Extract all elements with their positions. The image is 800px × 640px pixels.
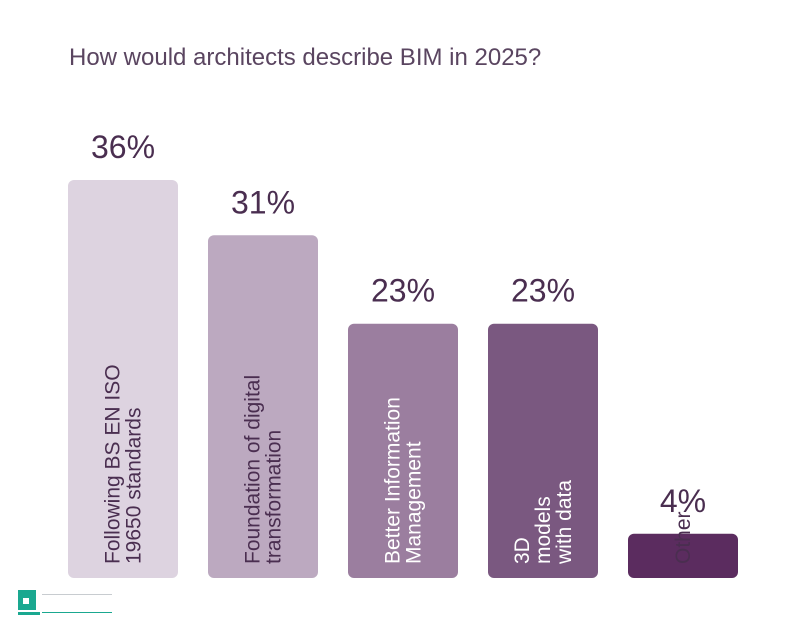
category-label: Better Information <box>382 397 405 564</box>
bar <box>348 323 458 578</box>
category-label: with data <box>553 480 576 565</box>
value-label: 23% <box>511 273 575 309</box>
value-label: 4% <box>660 483 706 519</box>
bar <box>628 533 738 578</box>
value-label: 31% <box>231 184 295 220</box>
category-label: Following BS EN ISO <box>102 364 125 564</box>
chart-title: How would architects describe BIM in 202… <box>69 44 542 71</box>
bar <box>208 235 318 578</box>
category-label: 3D <box>511 537 534 564</box>
value-label: 36% <box>91 129 155 165</box>
category-label: Foundation of digital <box>242 375 265 564</box>
category-label: transformation <box>263 430 286 564</box>
category-label: Other <box>672 511 695 564</box>
logo <box>18 590 112 615</box>
category-label: 19650 standards <box>123 408 146 564</box>
category-label: models <box>532 496 555 564</box>
bar <box>488 323 598 578</box>
category-label: Management <box>403 441 426 564</box>
value-label: 23% <box>371 273 435 309</box>
bar <box>68 180 178 578</box>
